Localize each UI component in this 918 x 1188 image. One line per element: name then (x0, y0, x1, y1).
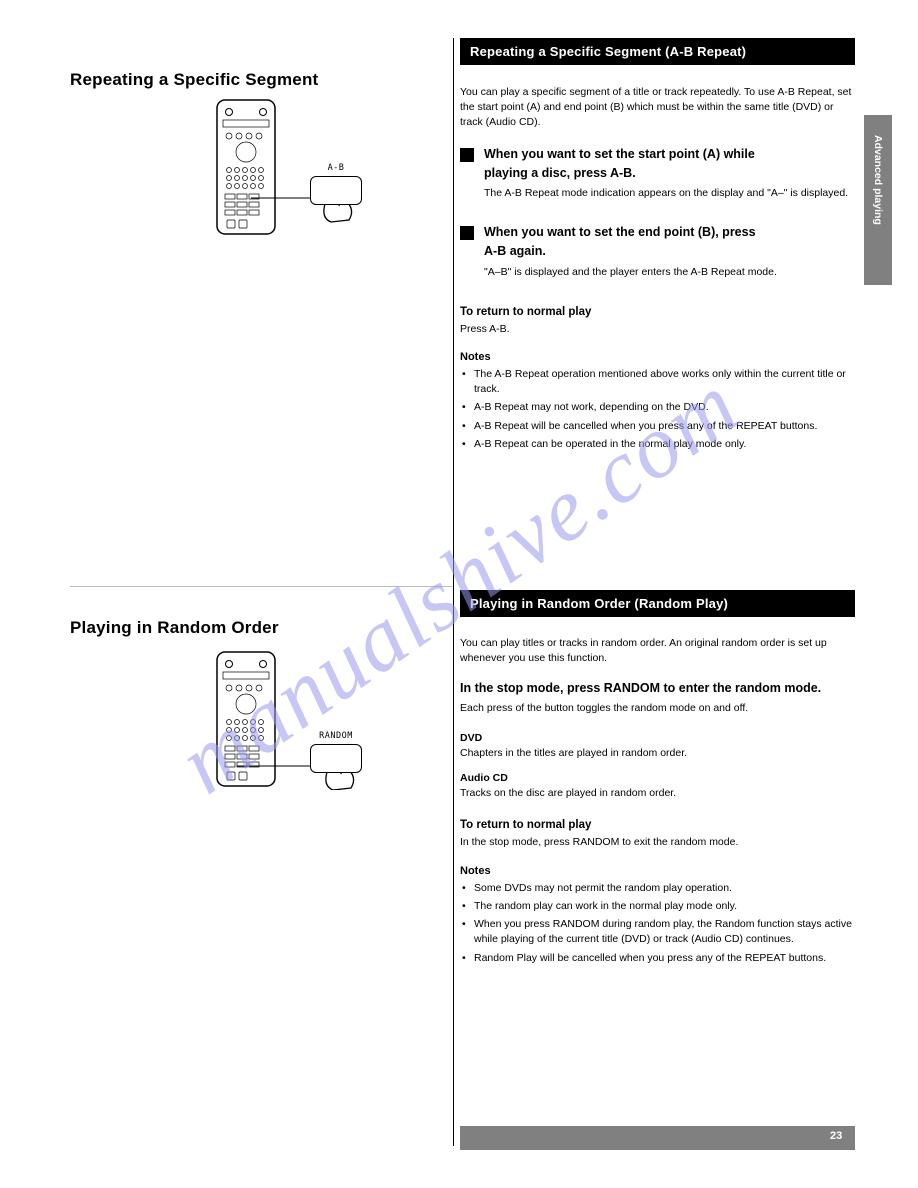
ab-step-1: When you want to set the start point (A)… (460, 145, 855, 202)
remote-control-illustration-1 (215, 98, 390, 238)
remote-control-illustration-2 (215, 650, 390, 790)
random-button: RANDOM (310, 744, 362, 773)
footer-bar (460, 1126, 855, 1150)
ab-intro: You can play a specific segment of a tit… (460, 85, 855, 131)
ab-step1-line1: When you want to set the start point (A)… (484, 145, 848, 163)
random-cd-label: Audio CD (460, 772, 508, 784)
random-return-block: To return to normal play In the stop mod… (460, 819, 855, 850)
ab-step1-line2: playing a disc, press A-B. (484, 166, 636, 180)
remote-random-group (215, 650, 390, 795)
ab-button: A-B (310, 176, 362, 205)
ab-notes-head: Notes (460, 351, 855, 363)
random-instruction: In the stop mode, press RANDOM to enter … (460, 680, 855, 697)
left-section-random: Playing in Random Order (70, 618, 450, 650)
bar-ab-text: Repeating a Specific Segment (A-B Repeat… (460, 38, 855, 65)
random-notes-list: Some DVDs may not permit the random play… (460, 881, 855, 966)
random-dvd-label: DVD (460, 732, 482, 744)
list-item: A-B Repeat can be operated in the normal… (474, 437, 855, 452)
random-title: Playing in Random Order (70, 618, 450, 638)
ab-step1-note: The A-B Repeat mode indication appears o… (484, 186, 848, 201)
list-item: A-B Repeat will be cancelled when you pr… (474, 419, 855, 434)
ab-notes-list: The A-B Repeat operation mentioned above… (460, 367, 855, 452)
random-heading: In the stop mode, press RANDOM to enter … (460, 681, 821, 695)
side-label: Advanced playing (872, 135, 884, 225)
list-item: A-B Repeat may not work, depending on th… (474, 400, 855, 415)
random-button-label: RANDOM (311, 731, 361, 741)
step-marker-icon (460, 148, 474, 162)
ab-return-block: To return to normal play Press A-B. (460, 306, 855, 337)
right-bar-ab: Repeating a Specific Segment (A-B Repeat… (460, 38, 855, 65)
bar-random-text: Playing in Random Order (Random Play) (460, 590, 855, 617)
random-small: Each press of the button toggles the ran… (460, 701, 855, 716)
random-dvd-row: DVD Chapters in the titles are played in… (460, 731, 855, 761)
remote-ab-group (215, 98, 390, 243)
list-item: The A-B Repeat operation mentioned above… (474, 367, 855, 397)
list-item: Some DVDs may not permit the random play… (474, 881, 855, 896)
right-bar-random: Playing in Random Order (Random Play) (460, 590, 855, 617)
random-dvd-text: Chapters in the titles are played in ran… (460, 746, 855, 761)
ab-step-2: When you want to set the end point (B), … (460, 223, 855, 280)
list-item: When you press RANDOM during random play… (474, 917, 855, 947)
page-number: 23 (830, 1130, 842, 1142)
page-root: manualshive.com Repeating a Specific Seg… (0, 0, 918, 1188)
ab-return-body: Press A-B. (460, 322, 855, 337)
ab-step2-line2: A-B again. (484, 244, 546, 258)
ab-content: You can play a specific segment of a tit… (460, 85, 855, 455)
ab-return-head: To return to normal play (460, 306, 855, 318)
random-content: You can play titles or tracks in random … (460, 636, 855, 969)
list-item: The random play can work in the normal p… (474, 899, 855, 914)
random-intro: You can play titles or tracks in random … (460, 636, 855, 666)
ab-step2-line1: When you want to set the end point (B), … (484, 223, 777, 241)
list-item: Random Play will be cancelled when you p… (474, 951, 855, 966)
random-notes-head: Notes (460, 865, 855, 877)
random-return-body: In the stop mode, press RANDOM to exit t… (460, 835, 855, 850)
column-divider (453, 38, 454, 1146)
ab-title: Repeating a Specific Segment (70, 70, 450, 90)
step-marker-icon (460, 226, 474, 240)
random-cd-text: Tracks on the disc are played in random … (460, 786, 855, 801)
random-cd-row: Audio CD Tracks on the disc are played i… (460, 771, 855, 801)
section-divider (70, 586, 452, 587)
ab-step2-note: "A–B" is displayed and the player enters… (484, 265, 777, 280)
random-return-head: To return to normal play (460, 819, 855, 831)
ab-button-label: A-B (311, 163, 361, 173)
